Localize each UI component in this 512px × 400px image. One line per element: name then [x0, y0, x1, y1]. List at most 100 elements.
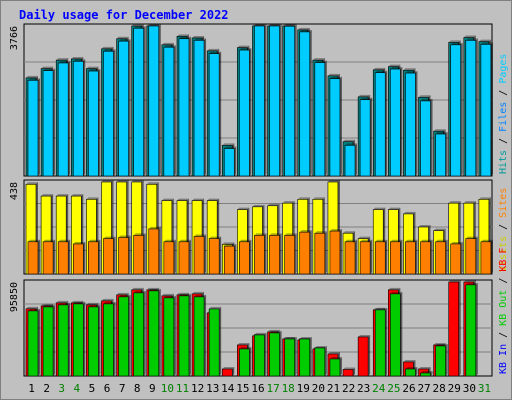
day-label-7: 7 [119, 382, 126, 395]
panel-2-bar-kb-out-day-26-side [415, 366, 418, 376]
panel-1-bar-sites-day-24 [374, 241, 386, 275]
panel-0-bar-hits-day-27-top [418, 95, 431, 98]
day-label-10: 10 [161, 382, 174, 395]
panel-0-bar-pages-day-22 [344, 145, 356, 177]
panel-2-bar-kb-out-day-18 [284, 338, 295, 377]
panel-0-bar-pages-day-21 [329, 78, 341, 177]
panel-0-bar-hits-day-19-top [297, 27, 310, 30]
panel-1-bar-sites-day-5-side [98, 239, 101, 274]
panel-2-bar-kb-out-day-21-top [329, 356, 342, 359]
panel-2-bar-kb-f-day-24-top [373, 307, 386, 310]
panel-1-bar-visits-day-6-top [101, 180, 114, 182]
panel-2-bar-kb-out-day-3-side [68, 302, 71, 376]
panel-0-max-label: 3766 [9, 26, 20, 50]
panel-0-bar-hits-day-29-top [448, 40, 461, 43]
panel-0-bar-hits-day-10-top [161, 42, 174, 45]
day-label-31: 31 [478, 382, 491, 395]
panel-2-bar-kb-out-day-11-top [178, 293, 191, 296]
panel-1-bar-visits-day-20-top [312, 197, 325, 200]
panel-0-bar-pages-day-8-side [143, 26, 146, 177]
panel-1-bar-sites-day-6-top [103, 236, 116, 239]
panel-2-bar-kb-out-day-5 [88, 306, 99, 377]
panel-1-bar-visits-day-21-top [327, 180, 340, 182]
panel-1-bar-sites-day-27-top [420, 239, 433, 242]
panel-2-bar-kb-f-day-2-top [41, 303, 54, 306]
panel-0-bar-pages-day-9-top [148, 24, 161, 26]
panel-0-bar-pages-day-29-top [450, 42, 463, 45]
panel-2-bar-kb-f-day-9-top [146, 287, 159, 290]
panel-1-bar-visits-day-1-top [26, 182, 38, 185]
panel-2-legend-entry-4: KB F [498, 248, 509, 272]
panel-1-bar-sites-day-27 [420, 241, 431, 275]
panel-1-bar-sites-day-10 [163, 241, 175, 275]
day-label-13: 13 [206, 382, 219, 395]
panel-1-bar-sites-day-14-top [224, 244, 237, 247]
panel-2-bar-kb-f-day-14 [221, 368, 233, 377]
panel-0-bar-hits-day-21-top [327, 73, 340, 76]
panel-2-bar-kb-out-day-13 [208, 308, 220, 377]
panel-1-bar-sites-day-22-side [355, 239, 358, 274]
panel-0-bar-hits-day-14-top [222, 143, 235, 146]
day-label-9: 9 [149, 382, 156, 395]
panel-0-bar-pages-day-2-side [53, 68, 56, 176]
panel-1-bar-visits-day-18-top [282, 201, 295, 204]
panel-1-bar-visits-day-23-top [358, 236, 371, 239]
panel-0-bar-pages-day-10-side [173, 45, 176, 176]
panel-2-bar-kb-f-day-22-side [353, 367, 356, 376]
panel-2-bar-kb-f-day-7-top [116, 292, 129, 295]
panel-1-bar-sites-day-11-top [178, 239, 191, 242]
panel-2-bar-kb-out-day-1 [27, 310, 39, 377]
panel-2-bar-kb-out-day-9-side [158, 288, 161, 376]
panel-1-bar-sites-day-21-top [329, 229, 342, 232]
panel-1-bar-sites-day-4-side [83, 241, 86, 274]
panel-1-bar-sites-day-30 [465, 238, 477, 275]
day-label-28: 28 [433, 382, 446, 395]
panel-0-bar-pages-day-24-top [375, 70, 388, 73]
panel-1-bar-sites-day-2-side [53, 239, 56, 274]
panel-0-bar-pages-day-31-side [490, 42, 493, 176]
panel-1-bar-sites-day-12-top [194, 234, 207, 237]
panel-1-bar-sites-day-2-top [43, 239, 56, 242]
panel-1-bar-sites-day-12 [193, 236, 205, 275]
panel-0-bar-pages-day-16-top [254, 24, 267, 26]
panel-2-bar-kb-out-day-27-top [420, 370, 433, 373]
panel-2-bar-kb-out-day-19-top [299, 336, 312, 339]
panel-0-bar-pages-day-3-side [68, 60, 71, 176]
panel-0-bar-pages-day-13 [208, 53, 220, 177]
panel-0-bar-hits-day-7-top [116, 36, 129, 39]
day-label-26: 26 [402, 382, 415, 395]
panel-0-bar-hits-day-3-top [56, 58, 69, 61]
panel-2-bar-kb-out-day-10-top [163, 295, 176, 298]
panel-0-bar-hits-day-4-top [71, 56, 84, 59]
panel-0-bar-pages-day-5-top [88, 69, 101, 72]
panel-2-bar-kb-f-day-10-top [161, 293, 174, 296]
panel-0-bar-hits-day-16-top [252, 24, 265, 26]
panel-1-bar-visits-day-11-top [176, 198, 189, 201]
panel-1-bar-visits-day-3-top [56, 194, 69, 197]
panel-2-bar-kb-f-day-8-top [131, 287, 144, 290]
panel-0-bar-pages-day-15 [239, 49, 250, 177]
panel-1-bar-sites-day-5-top [88, 239, 101, 242]
panel-0-bar-pages-day-17-top [269, 24, 282, 26]
panel-0-bar-pages-day-27-top [420, 98, 433, 101]
panel-0-bar-pages-day-20-side [324, 60, 327, 176]
panel-1-bar-sites-day-30-side [475, 236, 478, 274]
panel-2-bar-kb-out-day-30-side [475, 282, 478, 376]
panel-1-bar-sites-day-20 [314, 232, 326, 275]
day-label-11: 11 [176, 382, 189, 395]
panel-1-bar-visits-day-4-top [71, 194, 84, 197]
panel-0-bar-pages-day-28-top [435, 132, 448, 135]
panel-1-max-label: 438 [9, 182, 20, 200]
panel-0-bar-pages-day-8 [133, 27, 144, 177]
panel-2-bar-kb-out-day-13-top [209, 306, 222, 309]
day-label-20: 20 [312, 382, 325, 395]
panel-2-bar-kb-out-day-24 [374, 309, 386, 377]
panel-2-bar-kb-out-day-5-side [98, 304, 101, 376]
panel-0-bar-hits-day-15-top [237, 45, 250, 48]
panel-2-bar-kb-f-day-23-top [358, 334, 371, 337]
panel-1-bar-sites-day-2 [42, 241, 54, 275]
panel-2-bar-kb-f-day-23-side [368, 334, 371, 376]
panel-2-bar-kb-f-day-4-top [71, 300, 84, 303]
panel-2-bar-kb-out-day-2 [42, 306, 54, 377]
panel-2-bar-kb-f-day-22-top [343, 367, 356, 370]
